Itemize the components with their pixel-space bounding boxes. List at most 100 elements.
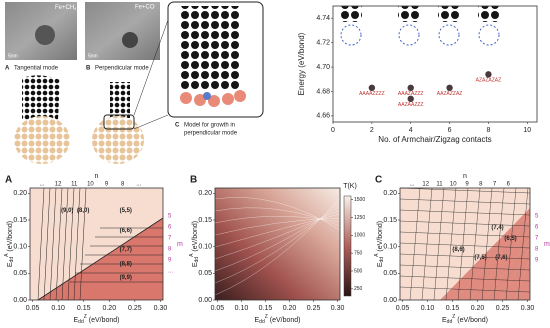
ylabel-part: dd: [9, 257, 15, 263]
map-boundary: [469, 187, 481, 301]
region-label: (8,0): [77, 208, 89, 214]
y-tick-label: 0.15: [13, 217, 27, 224]
y-tick-label: 0.10: [198, 244, 212, 251]
n-value: 9: [465, 182, 469, 188]
map-boundary: [79, 187, 87, 301]
map-boundary: [505, 187, 517, 301]
xlabel-part: Z: [84, 314, 87, 320]
map-boundary: [399, 198, 531, 205]
m-value: 8: [535, 247, 539, 253]
ylabel-part: E: [192, 262, 199, 267]
n-value: ...: [409, 182, 414, 188]
n-value: 12: [55, 182, 62, 188]
y-tick-label: 0.10: [13, 244, 27, 251]
colorbar-label: T(K): [343, 183, 357, 190]
map-boundary: [55, 187, 63, 301]
model-atom: [203, 92, 211, 100]
scale-bar: 5nm: [88, 53, 98, 59]
region-label: (5,5): [120, 208, 132, 214]
region-label: (7,6): [495, 255, 507, 261]
caption: perpendicular mode: [184, 131, 238, 137]
n-value: 11: [71, 182, 78, 188]
ylabel-part: dd: [194, 257, 200, 263]
contour: [214, 217, 341, 236]
map-boundary: [493, 187, 505, 301]
xlabel-part: (eV/bond): [268, 317, 301, 324]
xlabel-part: dd: [259, 319, 265, 325]
x-tick-label: 0.10: [51, 305, 65, 312]
y-tick-label: 0.05: [383, 270, 397, 277]
map-boundary: [433, 187, 445, 301]
y-tick-label: 4.70: [316, 64, 330, 71]
y-tick-label: 0.20: [13, 190, 27, 197]
contour: [214, 197, 341, 296]
map-boundary: [67, 187, 75, 301]
map-boundary: [73, 187, 81, 301]
map: [30, 187, 164, 301]
y-tick-label: 0.15: [198, 217, 212, 224]
x-tick-label: 6: [448, 127, 452, 134]
micrographs: Fe+CH4 Fe+CO 5nm 5nm A Tangential mode B…: [5, 1, 264, 164]
caption: Model for growth in: [184, 123, 235, 129]
tem-image-b: [85, 2, 160, 60]
colorbar-tick-label: 750: [354, 250, 363, 256]
n-value: 8: [479, 182, 483, 188]
m-value: 6: [168, 225, 172, 231]
point: [368, 84, 376, 92]
region-label: (7,4): [491, 225, 503, 231]
colorbar: [343, 195, 352, 297]
m-value: 5: [535, 214, 539, 220]
x-tick-label: 0.25: [128, 305, 142, 312]
n-value: 11: [436, 182, 443, 188]
xlabel: EddZ (eV/bond): [74, 314, 120, 325]
n-value: 10: [450, 182, 457, 188]
map-region: [455, 218, 530, 300]
region-label: (9,9): [120, 275, 132, 281]
map-boundary: [61, 187, 69, 301]
model-tube: [180, 6, 240, 91]
colorbar-tick-label: 500: [354, 268, 363, 274]
y-tick-label: 0.05: [13, 270, 27, 277]
contour: [214, 205, 341, 272]
point-label: AAAAZZZZ: [359, 91, 385, 97]
map-boundary: [399, 264, 531, 271]
y-tick-label: 4.72: [316, 39, 330, 46]
colorbar-tick-label: 250: [354, 286, 363, 292]
y-tick-label: 0.20: [198, 190, 212, 197]
x-tick-label: 0.15: [259, 305, 273, 312]
m-label: m: [544, 241, 550, 248]
m-value: 9: [535, 258, 539, 264]
y-axis-label: Energy (eV/bond): [297, 32, 306, 95]
x-tick-label: 0.05: [26, 305, 40, 312]
map-region: [470, 228, 530, 300]
xlabel-part: (eV/bond): [87, 317, 120, 324]
caption: Tangential mode: [14, 66, 59, 72]
colorbar-tick-label: 1500: [354, 197, 365, 203]
ylabel-part: A: [4, 253, 10, 257]
panel-letter: C: [175, 123, 180, 129]
colorbar-tick-label: 1000: [354, 233, 365, 239]
ylabel-part: dd: [379, 257, 385, 263]
n-value: 12: [422, 182, 429, 188]
catalyst: [92, 116, 144, 164]
gas-label: Fe+CH4: [55, 5, 77, 11]
x-tick-label: 0: [331, 127, 335, 134]
ylabel-part: (eV/bond): [377, 221, 384, 254]
map-boundary: [399, 286, 531, 293]
map-boundary: [399, 253, 531, 260]
region-label: (8,6): [452, 247, 464, 253]
xlabel-part: dd: [447, 319, 453, 325]
map-boundary: [517, 187, 529, 301]
ylabel-part: (eV/bond): [192, 221, 199, 254]
map-region: [440, 208, 530, 300]
ylabel-part: (eV/bond): [7, 221, 14, 254]
map-boundary: [37, 217, 164, 301]
map-boundary: [457, 187, 469, 301]
panel-letter: A: [5, 175, 12, 186]
map-boundary: [399, 187, 531, 194]
ring-icons: [340, 6, 500, 46]
region-label: (6,6): [120, 228, 132, 234]
n-value: 9: [105, 182, 109, 188]
x-tick-label: 0.15: [77, 305, 91, 312]
